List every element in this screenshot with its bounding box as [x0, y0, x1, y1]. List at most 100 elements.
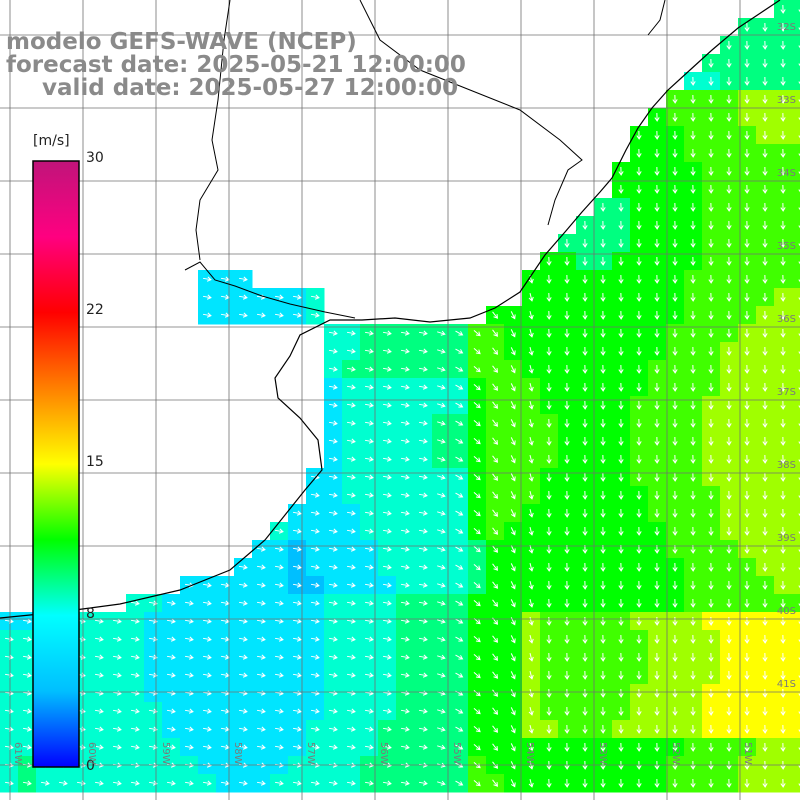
wind-arrow — [310, 294, 320, 300]
wind-arrow — [166, 780, 176, 786]
wind-cell — [792, 90, 800, 109]
wind-arrow — [690, 634, 696, 644]
lon-label: 61W — [12, 742, 23, 765]
wind-arrow — [636, 130, 642, 140]
wind-arrow — [672, 490, 678, 500]
lat-label: 37S — [776, 387, 796, 398]
wind-arrow — [654, 364, 660, 374]
wind-arrow — [418, 384, 428, 390]
wind-arrow — [130, 600, 140, 606]
wind-arrow — [510, 581, 516, 590]
wind-arrow — [455, 672, 464, 678]
wind-arrow — [762, 58, 768, 68]
wind-arrow — [546, 256, 552, 266]
wind-arrow — [762, 184, 768, 194]
wind-arrow — [546, 436, 552, 446]
wind-arrow — [473, 690, 481, 697]
wind-arrow — [744, 472, 750, 482]
lat-label: 32S — [776, 22, 796, 33]
wind-arrow — [256, 618, 266, 624]
wind-arrow — [546, 274, 552, 284]
wind-arrow — [238, 780, 248, 786]
wind-arrow — [455, 366, 464, 372]
wind-arrow — [726, 112, 732, 122]
model-title: modelo GEFS-WAVE (NCEP) — [6, 29, 357, 55]
wind-arrow — [672, 238, 678, 248]
wind-arrow — [492, 491, 499, 499]
wind-arrow — [510, 725, 516, 734]
wind-arrow — [780, 400, 786, 410]
wind-arrow — [292, 744, 302, 750]
wind-arrow — [274, 294, 284, 300]
wind-arrow — [600, 490, 606, 500]
wind-arrow — [364, 636, 374, 642]
wind-arrow — [256, 546, 266, 552]
wind-arrow — [600, 418, 606, 428]
wind-arrow — [780, 490, 786, 500]
wind-cell — [792, 540, 800, 559]
wind-arrow — [492, 437, 499, 445]
wind-arrow — [762, 490, 768, 500]
wind-cell — [792, 738, 800, 757]
colorbar-tick: 22 — [86, 302, 104, 318]
wind-arrow — [600, 562, 606, 572]
wind-arrow — [636, 526, 642, 536]
wind-arrow — [762, 508, 768, 518]
wind-arrow — [744, 202, 750, 212]
wind-arrow — [654, 472, 660, 482]
wind-arrow — [400, 744, 410, 750]
wind-arrow — [582, 472, 588, 482]
wind-arrow — [256, 654, 266, 660]
wind-arrow — [672, 454, 678, 464]
wind-arrow — [708, 328, 714, 338]
wind-arrow — [310, 636, 320, 642]
wind-arrow — [780, 706, 786, 716]
wind-arrow — [418, 582, 428, 588]
wind-arrow — [636, 166, 642, 176]
wind-arrow — [400, 510, 410, 516]
wind-arrow — [744, 328, 750, 338]
colorbar-tick: 15 — [86, 454, 104, 470]
wind-arrow — [112, 726, 122, 732]
wind-arrow — [618, 436, 624, 446]
wind-arrow — [400, 654, 410, 660]
wind-arrow — [510, 419, 516, 428]
wind-arrow — [546, 454, 552, 464]
wind-arrow — [600, 778, 606, 788]
wind-arrow — [437, 438, 446, 444]
wind-arrow — [636, 346, 642, 356]
wind-arrow — [672, 580, 678, 590]
wind-arrow — [382, 438, 392, 444]
wind-arrow — [473, 726, 481, 733]
wind-arrow — [382, 384, 392, 390]
wind-arrow — [636, 454, 642, 464]
wind-arrow — [22, 618, 32, 624]
wind-arrow — [726, 652, 732, 662]
wind-cell — [792, 522, 800, 541]
wind-arrow — [636, 202, 642, 212]
wind-arrow — [328, 402, 338, 408]
wind-arrow — [744, 616, 750, 626]
wind-arrow — [708, 724, 714, 734]
wind-arrow — [690, 346, 696, 356]
wind-arrow — [762, 688, 768, 698]
wind-arrow — [130, 654, 140, 660]
wind-arrow — [636, 184, 642, 194]
wind-arrow — [382, 528, 392, 534]
wind-arrow — [400, 546, 410, 552]
wind-arrow — [690, 130, 696, 140]
lat-label: 40S — [776, 606, 796, 617]
wind-arrow — [654, 382, 660, 392]
wind-arrow — [780, 310, 786, 320]
wind-arrow — [455, 492, 464, 498]
wind-arrow — [455, 564, 464, 570]
wind-arrow — [546, 346, 552, 356]
wind-arrow — [762, 778, 768, 788]
wind-arrow — [346, 744, 356, 750]
wind-arrow — [492, 653, 499, 661]
colorbar-tick: 8 — [86, 606, 95, 622]
wind-arrow — [654, 526, 660, 536]
wind-arrow — [418, 636, 428, 642]
wind-arrow — [510, 473, 516, 482]
